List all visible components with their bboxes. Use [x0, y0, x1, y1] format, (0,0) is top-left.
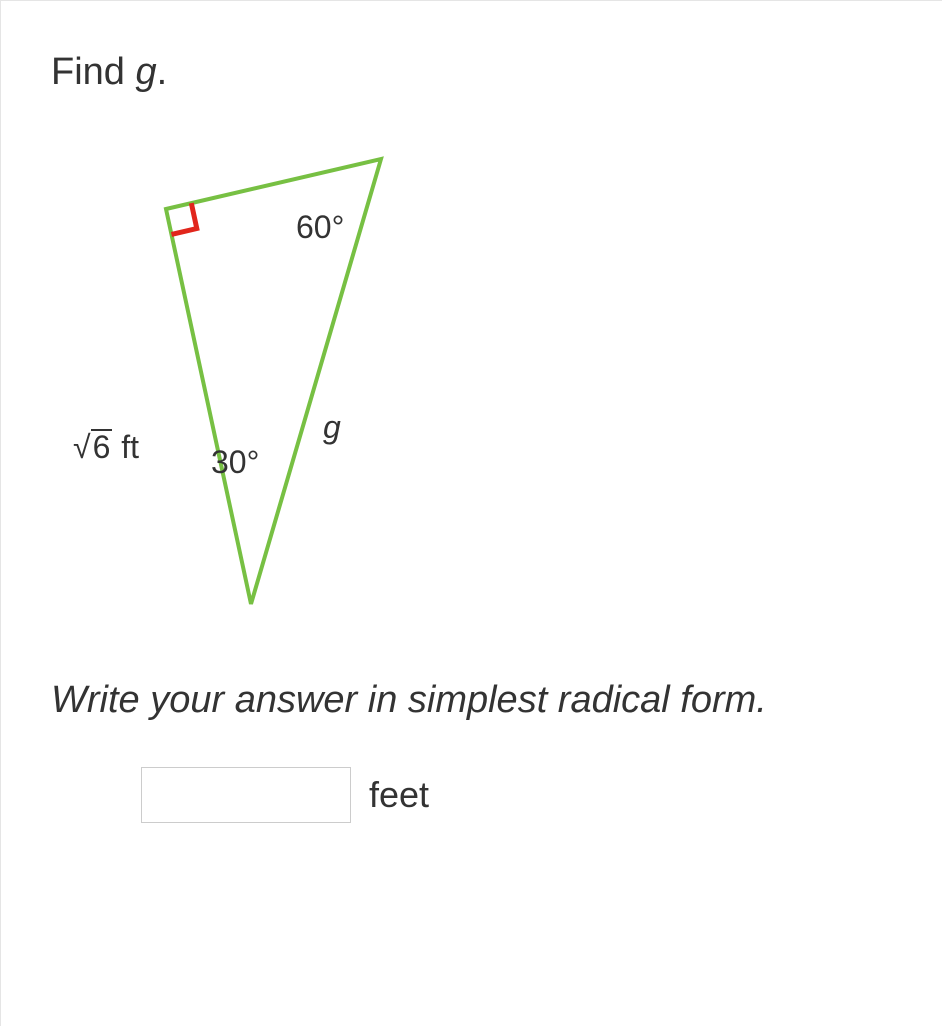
prompt-prefix: Find: [51, 51, 135, 93]
sqrt-argument: 6: [91, 429, 113, 463]
side-left-unit: ft: [121, 429, 139, 465]
side-label-sqrt6: 6 ft: [69, 429, 139, 466]
side-label-g: g: [323, 409, 341, 446]
angle-label-30: 30°: [211, 444, 259, 481]
angle-label-60: 60°: [296, 209, 344, 246]
instruction-text: Write your answer in simplest radical fo…: [51, 674, 892, 727]
prompt-suffix: .: [157, 51, 168, 93]
answer-input[interactable]: [141, 767, 351, 823]
answer-unit: feet: [369, 774, 429, 816]
prompt-variable: g: [135, 51, 156, 93]
sqrt-icon: 6: [69, 429, 112, 466]
answer-row: feet: [141, 767, 892, 823]
question-prompt: Find g.: [51, 51, 892, 94]
triangle-figure: 60° 30° g 6 ft: [51, 134, 551, 634]
